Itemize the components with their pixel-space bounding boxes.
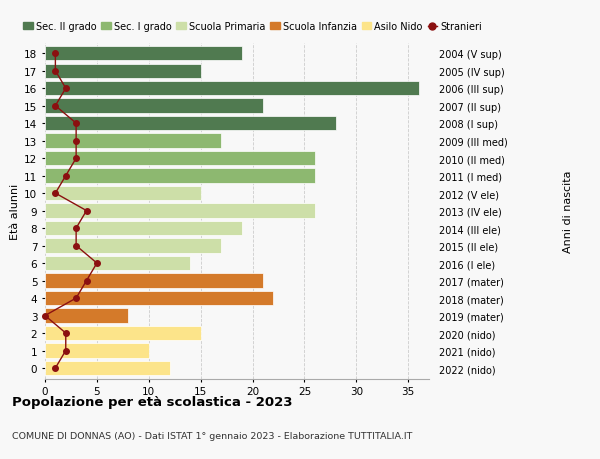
Bar [45, 204, 315, 218]
Bar [45, 64, 200, 78]
Point [92, 260, 101, 267]
Point [82, 277, 91, 285]
Bar [45, 99, 263, 113]
Point [61, 173, 71, 180]
Point [71, 295, 81, 302]
Point [50, 103, 60, 110]
Bar [45, 117, 335, 131]
Bar [45, 169, 315, 184]
Point [50, 190, 60, 197]
Point [61, 85, 71, 93]
Bar [45, 274, 263, 288]
Text: COMUNE DI DONNAS (AO) - Dati ISTAT 1° gennaio 2023 - Elaborazione TUTTITALIA.IT: COMUNE DI DONNAS (AO) - Dati ISTAT 1° ge… [12, 431, 412, 441]
Point [71, 138, 81, 145]
Bar [45, 326, 200, 341]
Bar [45, 186, 200, 201]
Bar [45, 361, 170, 375]
Text: Popolazione per età scolastica - 2023: Popolazione per età scolastica - 2023 [12, 395, 293, 408]
Bar [45, 82, 419, 96]
Point [50, 50, 60, 58]
Point [50, 68, 60, 75]
Point [50, 364, 60, 372]
Point [82, 207, 91, 215]
Point [71, 155, 81, 162]
Bar [45, 151, 315, 166]
Bar [45, 221, 242, 236]
Point [40, 312, 50, 319]
Bar [45, 344, 149, 358]
Point [61, 330, 71, 337]
Legend: Sec. II grado, Sec. I grado, Scuola Primaria, Scuola Infanzia, Asilo Nido, Stran: Sec. II grado, Sec. I grado, Scuola Prim… [23, 22, 482, 32]
Bar [45, 256, 190, 271]
Y-axis label: Età alunni: Età alunni [10, 183, 20, 239]
Bar [45, 291, 274, 306]
Bar [45, 239, 221, 253]
Point [71, 120, 81, 128]
Y-axis label: Anni di nascita: Anni di nascita [563, 170, 573, 252]
Bar [45, 47, 242, 61]
Bar [45, 309, 128, 323]
Point [71, 225, 81, 232]
Point [71, 242, 81, 250]
Bar [45, 134, 221, 149]
Point [61, 347, 71, 354]
